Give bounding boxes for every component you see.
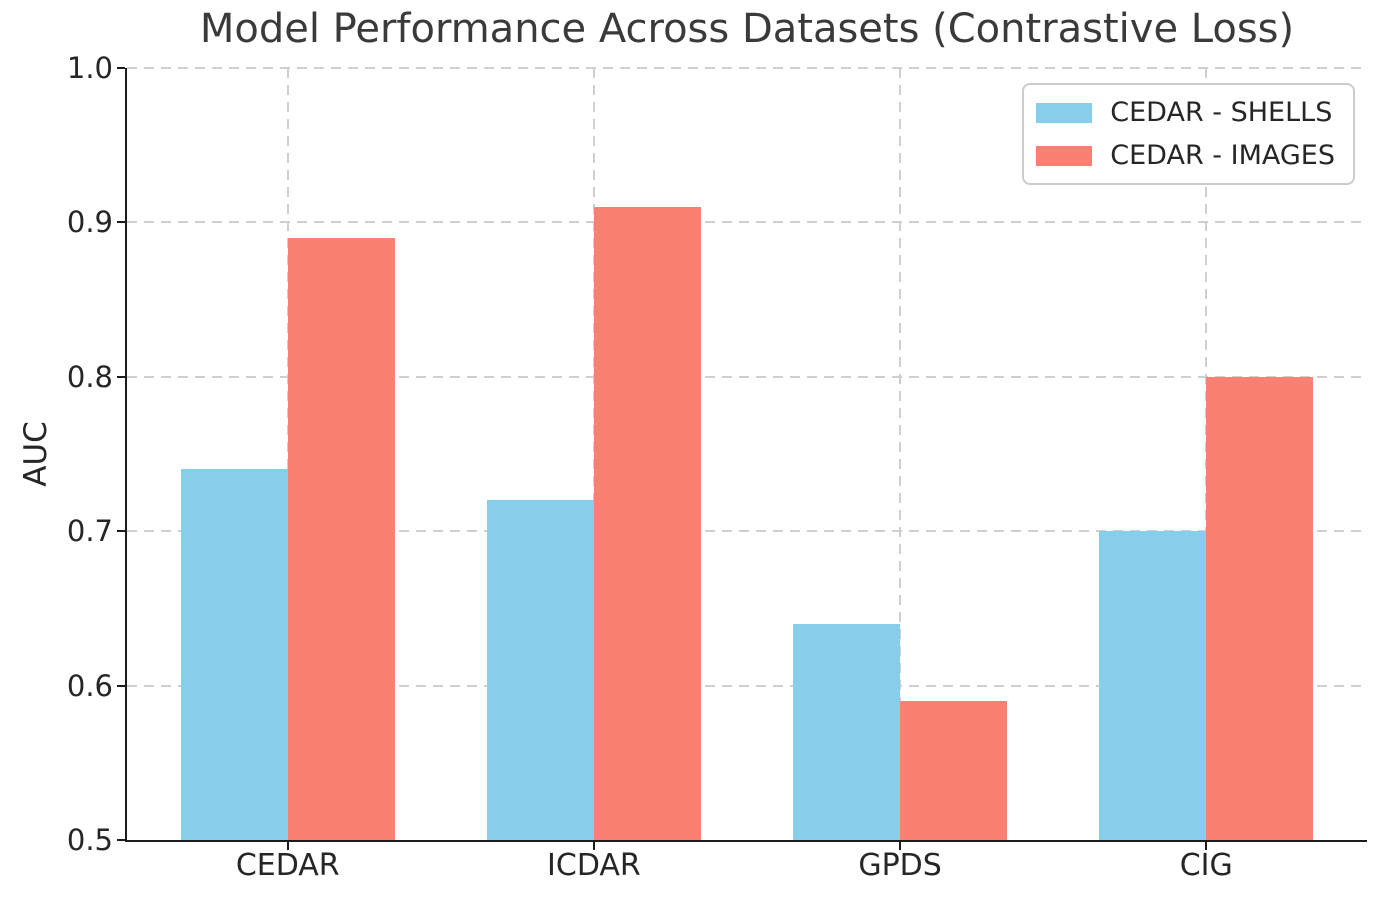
x-tick-mark xyxy=(1205,842,1208,850)
bar-cedar-shells xyxy=(180,469,288,840)
legend-swatch-images xyxy=(1036,145,1093,166)
legend-label-images: CEDAR - IMAGES xyxy=(1110,140,1335,171)
y-tick-label: 0.5 xyxy=(66,823,113,857)
legend-item-images: CEDAR - IMAGES xyxy=(1036,140,1335,171)
y-tick-mark xyxy=(117,375,125,378)
y-axis-label: AUC xyxy=(18,421,54,487)
y-tick-label: 0.9 xyxy=(66,205,113,240)
bar-icdar-images xyxy=(593,206,702,840)
y-tick-mark xyxy=(117,839,125,841)
grid-line-h xyxy=(127,221,1367,224)
grid-line-h xyxy=(127,67,1367,69)
bar-cig-shells xyxy=(1099,531,1207,840)
legend: CEDAR - SHELLS CEDAR - IMAGES xyxy=(1022,83,1355,185)
y-tick-label: 0.7 xyxy=(66,514,113,549)
y-tick-label: 1.0 xyxy=(66,51,113,85)
bar-gpds-shells xyxy=(792,623,901,840)
bar-icdar-shells xyxy=(486,500,594,840)
x-tick-label: GPDS xyxy=(858,848,942,883)
chart-title: Model Performance Across Datasets (Contr… xyxy=(199,6,1295,52)
x-axis-spine xyxy=(125,840,1367,842)
grid-line-h xyxy=(127,530,1367,533)
y-tick-mark xyxy=(117,221,125,224)
legend-label-shells: CEDAR - SHELLS xyxy=(1110,97,1333,128)
bar-cig-images xyxy=(1206,376,1314,840)
x-tick-mark xyxy=(286,842,289,850)
x-tick-label: CIG xyxy=(1179,848,1233,883)
bar-cedar-images xyxy=(287,237,395,840)
y-tick-mark xyxy=(117,530,125,533)
bar-gpds-images xyxy=(900,701,1008,840)
x-tick-mark xyxy=(899,842,902,850)
y-tick-mark xyxy=(117,684,125,687)
legend-item-shells: CEDAR - SHELLS xyxy=(1036,97,1335,128)
y-tick-label: 0.6 xyxy=(66,668,113,703)
y-tick-label: 0.8 xyxy=(66,359,113,394)
legend-swatch-shells xyxy=(1036,102,1093,123)
x-tick-label: ICDAR xyxy=(547,848,641,883)
grid-line-h xyxy=(127,684,1367,687)
y-tick-mark xyxy=(117,67,125,69)
grid-line-v xyxy=(899,68,902,840)
y-axis-spine xyxy=(125,68,127,840)
grid-line-h xyxy=(127,375,1367,378)
x-tick-mark xyxy=(592,842,595,850)
x-tick-label: CEDAR xyxy=(235,848,340,883)
plot-area: 0.5 0.6 0.7 0.8 0.9 1.0 CEDAR ICDAR GPDS CIG CEDA… xyxy=(67,51,1367,883)
